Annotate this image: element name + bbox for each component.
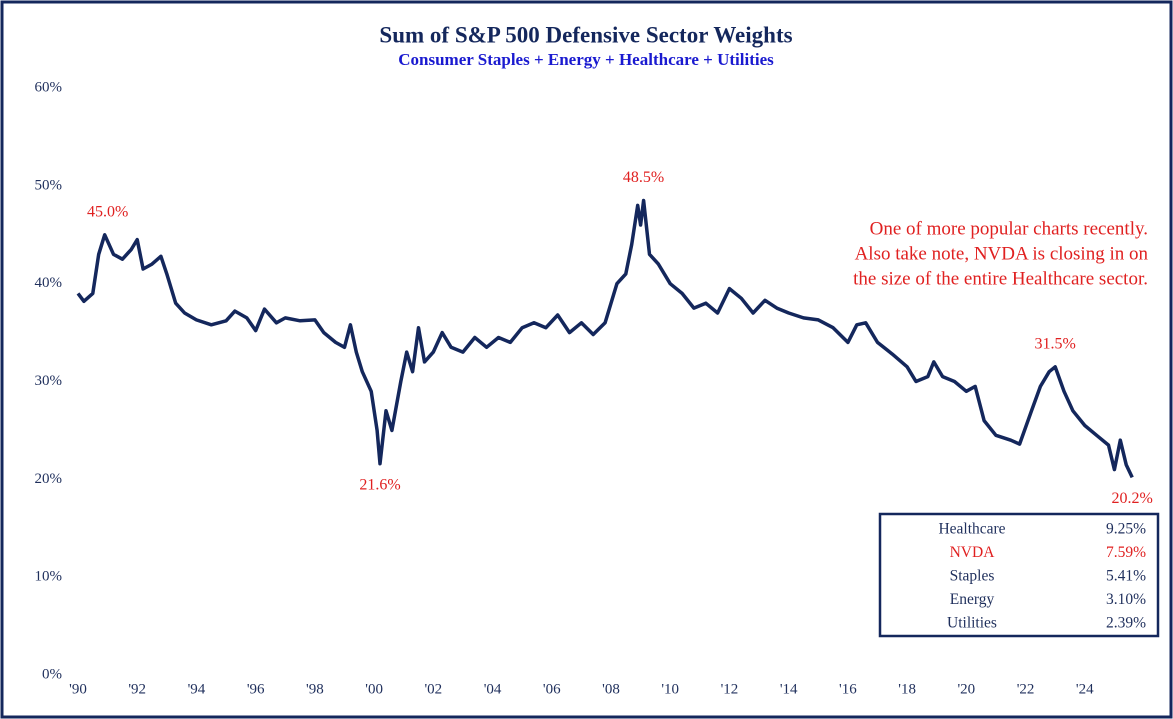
x-tick-label: '02 [424, 681, 442, 697]
y-tick-label: 30% [35, 373, 63, 389]
y-tick-label: 20% [35, 471, 63, 487]
table-box [878, 512, 1160, 638]
y-tick-label: 0% [42, 666, 62, 682]
x-tick-label: '20 [957, 681, 975, 697]
annotation: 48.5% [623, 169, 664, 186]
annotation: 31.5% [1035, 335, 1076, 352]
x-tick-label: '22 [1017, 681, 1035, 697]
x-tick-label: '12 [721, 681, 739, 697]
table-name: Utilities [947, 615, 997, 632]
table-value: 7.59% [1106, 544, 1146, 561]
table-value: 5.41% [1106, 568, 1146, 585]
chart-subtitle: Consumer Staples + Energy + Healthcare +… [398, 50, 774, 69]
x-tick-label: '24 [1076, 681, 1094, 697]
x-tick-label: '00 [365, 681, 383, 697]
x-tick-label: '98 [306, 681, 324, 697]
line [76, 198, 1134, 479]
annotation: 21.6% [359, 476, 400, 493]
x-tick-label: '16 [839, 681, 857, 697]
table-name: Energy [950, 591, 995, 608]
annotation: 20.2% [1111, 490, 1152, 507]
y-tick-label: 50% [35, 177, 63, 193]
x-tick-label: '08 [602, 681, 620, 697]
chart-title: Sum of S&P 500 Defensive Sector Weights [379, 22, 792, 47]
note: Also take note, NVDA is closing in on [855, 243, 1149, 264]
y-tick-label: 60% [35, 79, 63, 95]
x-tick-label: '10 [661, 681, 679, 697]
y-tick-label: 40% [35, 275, 63, 291]
x-tick-label: '92 [128, 681, 146, 697]
table-value: 9.25% [1106, 521, 1146, 538]
table-name: Healthcare [938, 521, 1005, 538]
table-value: 3.10% [1106, 591, 1146, 608]
x-tick-label: '06 [543, 681, 561, 697]
y-tick-label: 10% [35, 569, 63, 585]
note: the size of the entire Healthcare sector… [853, 268, 1148, 289]
x-tick-label: '96 [247, 681, 265, 697]
x-tick-label: '14 [780, 681, 798, 697]
note: One of more popular charts recently. [870, 218, 1148, 239]
x-tick-label: '90 [69, 681, 87, 697]
table-name: NVDA [950, 544, 996, 561]
table-name: Staples [950, 568, 995, 585]
x-tick-label: '94 [188, 681, 206, 697]
x-tick-label: '04 [484, 681, 502, 697]
x-tick-label: '18 [898, 681, 916, 697]
annotation: 45.0% [87, 203, 128, 220]
table-value: 2.39% [1106, 615, 1146, 632]
